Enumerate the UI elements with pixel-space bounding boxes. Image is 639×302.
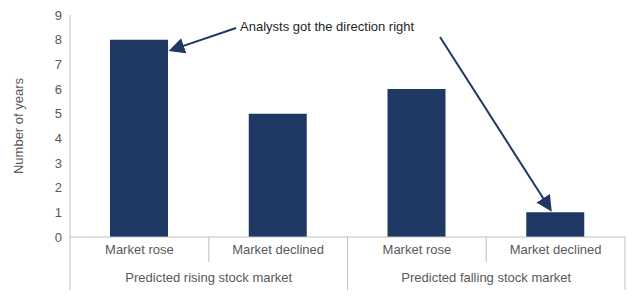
svg-text:4: 4: [55, 131, 62, 146]
svg-text:3: 3: [55, 156, 62, 171]
svg-text:Market rose: Market rose: [383, 242, 452, 257]
svg-text:0: 0: [55, 230, 62, 245]
svg-text:Market rose: Market rose: [105, 242, 174, 257]
svg-text:1: 1: [55, 205, 62, 220]
svg-text:2: 2: [55, 180, 62, 195]
svg-text:7: 7: [55, 57, 62, 72]
svg-text:Analysts got the direction rig: Analysts got the direction right: [240, 19, 415, 34]
svg-text:Predicted falling stock market: Predicted falling stock market: [401, 270, 571, 285]
svg-text:Market declined: Market declined: [510, 242, 602, 257]
svg-text:6: 6: [55, 82, 62, 97]
svg-text:5: 5: [55, 106, 62, 121]
svg-text:Market declined: Market declined: [232, 242, 324, 257]
svg-text:8: 8: [55, 32, 62, 47]
svg-text:Predicted rising stock market: Predicted rising stock market: [125, 270, 292, 285]
svg-text:Number of years: Number of years: [11, 77, 26, 174]
svg-text:9: 9: [55, 8, 62, 23]
